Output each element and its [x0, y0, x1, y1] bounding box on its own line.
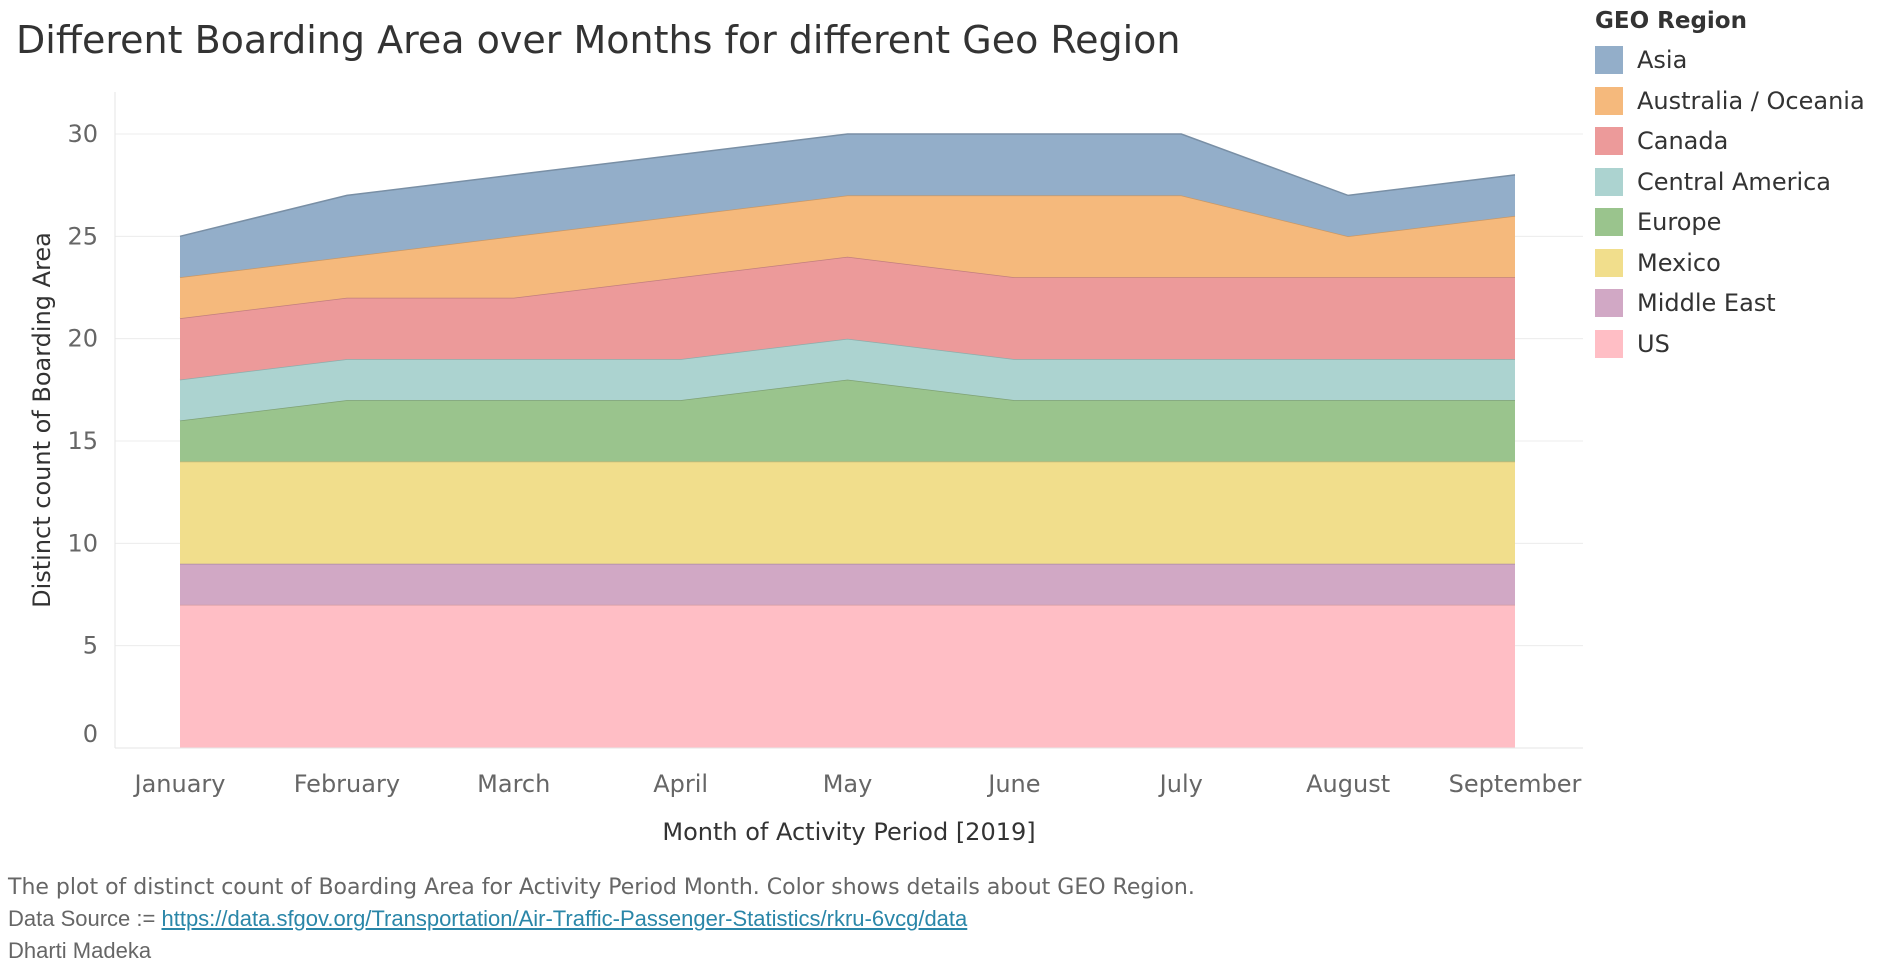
legend-label: Europe [1637, 208, 1722, 237]
y-tick-label: 10 [67, 529, 98, 557]
legend-swatch [1595, 167, 1623, 196]
x-tick-label: April [653, 770, 708, 798]
area-canada [180, 256, 1515, 380]
area-middle-east [180, 563, 1515, 605]
y-tick-label: 20 [67, 325, 98, 353]
legend-swatch [1595, 208, 1623, 237]
legend-swatch [1595, 127, 1623, 156]
x-tick-label: May [823, 770, 873, 798]
chart-title: Different Boarding Area over Months for … [16, 18, 1181, 62]
area-mexico [180, 461, 1515, 564]
x-tick-label: March [477, 770, 550, 798]
area-asia [180, 134, 1515, 278]
legend-label: Canada [1637, 127, 1729, 156]
legend-item-us[interactable]: US [1595, 324, 1865, 365]
x-tick-label: July [1158, 770, 1203, 798]
legend-label: Mexico [1637, 248, 1721, 277]
x-tick-label: September [1449, 770, 1582, 798]
area-us [180, 604, 1515, 748]
footer: The plot of distinct count of Boarding A… [8, 872, 1195, 966]
x-tick-label: June [986, 770, 1040, 798]
y-tick-label: 5 [83, 632, 98, 660]
legend-swatch [1595, 86, 1623, 115]
x-tick-label: August [1306, 770, 1390, 798]
y-tick-label: 15 [67, 427, 98, 455]
area-edge-asia [179, 133, 1516, 238]
legend-item-australia-oceania[interactable]: Australia / Oceania [1595, 81, 1865, 122]
data-source-line: Data Source := https://data.sfgov.org/Tr… [8, 903, 1195, 935]
x-tick-label: January [133, 770, 226, 798]
axes: 0 5 10 15 20 25 30 January February March April May… [67, 92, 1583, 798]
x-tick-label: February [294, 770, 400, 798]
legend-item-asia[interactable]: Asia [1595, 40, 1865, 81]
chart-description: The plot of distinct count of Boarding A… [8, 875, 1195, 900]
legend-title: GEO Region [1595, 8, 1747, 34]
author-name: Dharti Madeka [8, 938, 152, 963]
area-series [179, 133, 1516, 748]
legend-item-europe[interactable]: Europe [1595, 202, 1865, 243]
legend-label: Central America [1637, 167, 1832, 196]
legend-label: Australia / Oceania [1637, 86, 1865, 115]
legend-swatch [1595, 329, 1623, 358]
legend-label: Asia [1637, 46, 1688, 75]
legend-swatch [1595, 248, 1623, 277]
legend-item-middle-east[interactable]: Middle East [1595, 283, 1865, 324]
legend-label: Middle East [1637, 289, 1776, 318]
legend-swatch [1595, 46, 1623, 75]
legend-swatch [1595, 289, 1623, 318]
legend-items: Asia Australia / Oceania Canada Central Ame… [1595, 40, 1865, 364]
legend: GEO Region Asia Australia / Oceania Canada… [1595, 8, 1865, 364]
legend-label: US [1637, 329, 1670, 358]
data-source-link[interactable]: https://data.sfgov.org/Transportation/Ai… [161, 906, 968, 931]
y-tick-label: 25 [67, 222, 98, 250]
y-tick-label: 0 [83, 720, 98, 748]
area-australia-oceania [180, 195, 1515, 319]
data-source-label: Data Source := [8, 906, 162, 931]
legend-item-canada[interactable]: Canada [1595, 121, 1865, 162]
legend-item-mexico[interactable]: Mexico [1595, 243, 1865, 284]
x-axis-title: Month of Activity Period [2019] [662, 818, 1035, 846]
y-tick-label: 30 [67, 120, 98, 148]
area-europe [180, 379, 1515, 462]
y-axis-title: Distinct count of Boarding Area [28, 232, 56, 608]
legend-item-central-america[interactable]: Central America [1595, 162, 1865, 203]
